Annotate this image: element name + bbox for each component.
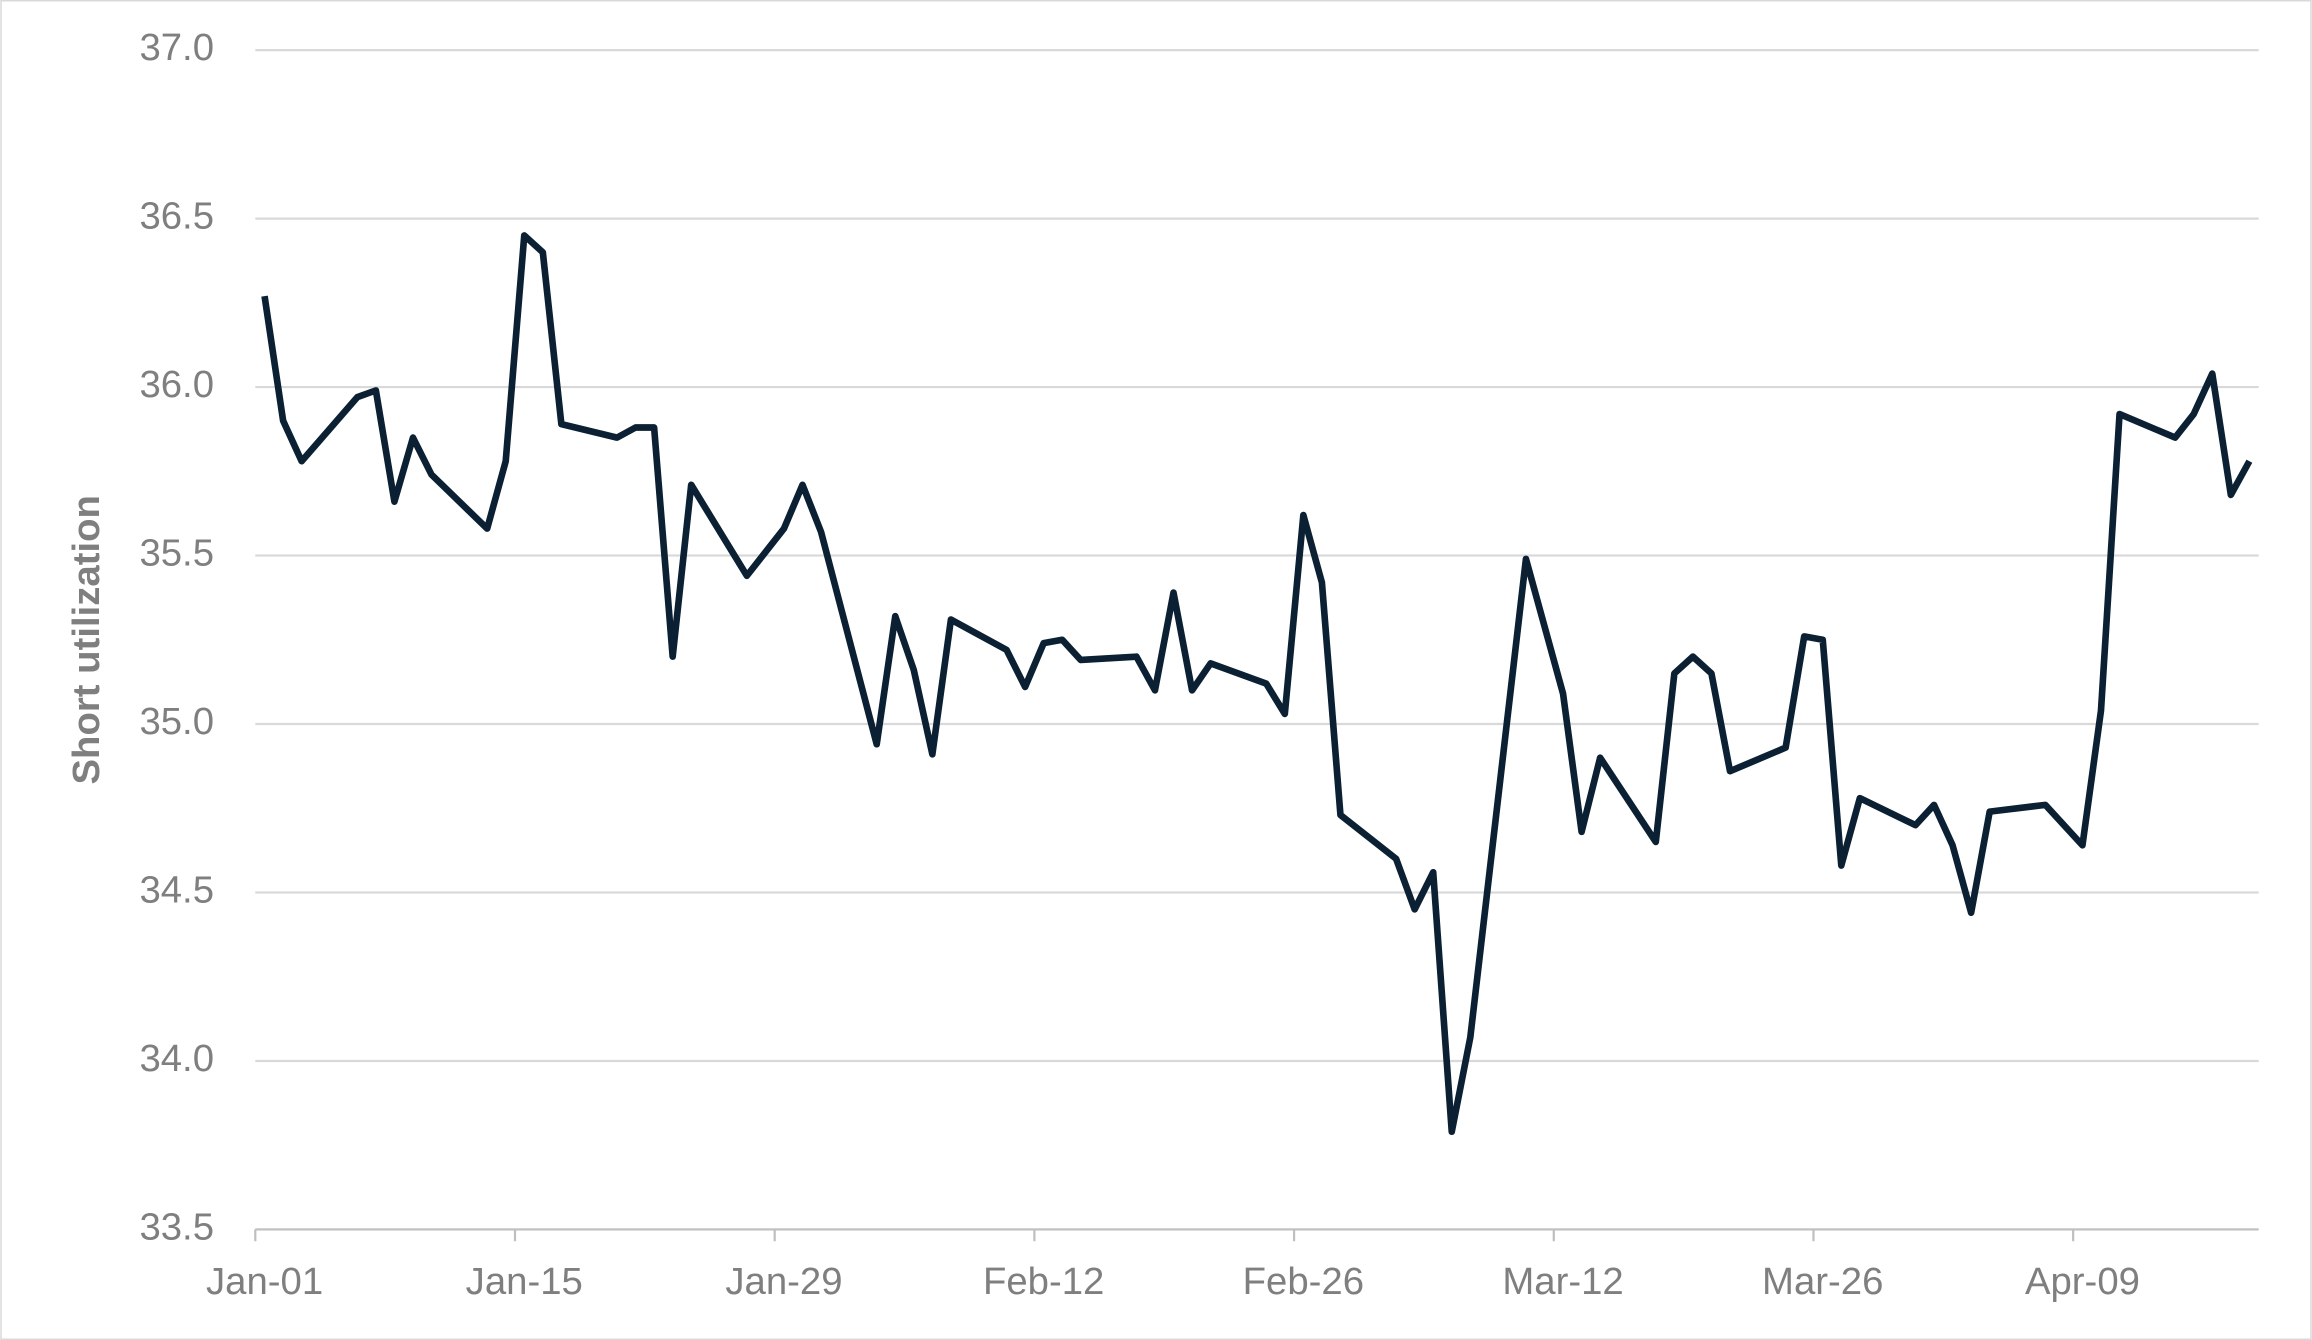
y-tick-label: 37.0 — [139, 26, 214, 69]
x-tick-label: Mar-12 — [1502, 1260, 1623, 1303]
x-tick-label: Feb-12 — [983, 1260, 1104, 1303]
y-tick-label: 36.5 — [139, 195, 214, 238]
x-tick-label: Apr-09 — [2025, 1260, 2140, 1303]
x-tick-label: Mar-26 — [1762, 1260, 1883, 1303]
y-tick-label: 36.0 — [139, 363, 214, 406]
data-line — [261, 232, 2253, 1136]
y-tick-label: 35.5 — [139, 532, 214, 575]
x-tick-label: Jan-01 — [206, 1260, 323, 1303]
x-tick-label: Jan-29 — [725, 1260, 842, 1303]
y-tick-label: 34.0 — [139, 1037, 214, 1080]
x-tick-label: Jan-15 — [466, 1260, 583, 1303]
y-tick-label: 33.5 — [139, 1206, 214, 1249]
y-tick-label: 34.5 — [139, 869, 214, 912]
x-tick-label: Feb-26 — [1243, 1260, 1364, 1303]
y-tick-label: 35.0 — [139, 700, 214, 743]
y-axis-label: Short utilization — [65, 495, 108, 784]
